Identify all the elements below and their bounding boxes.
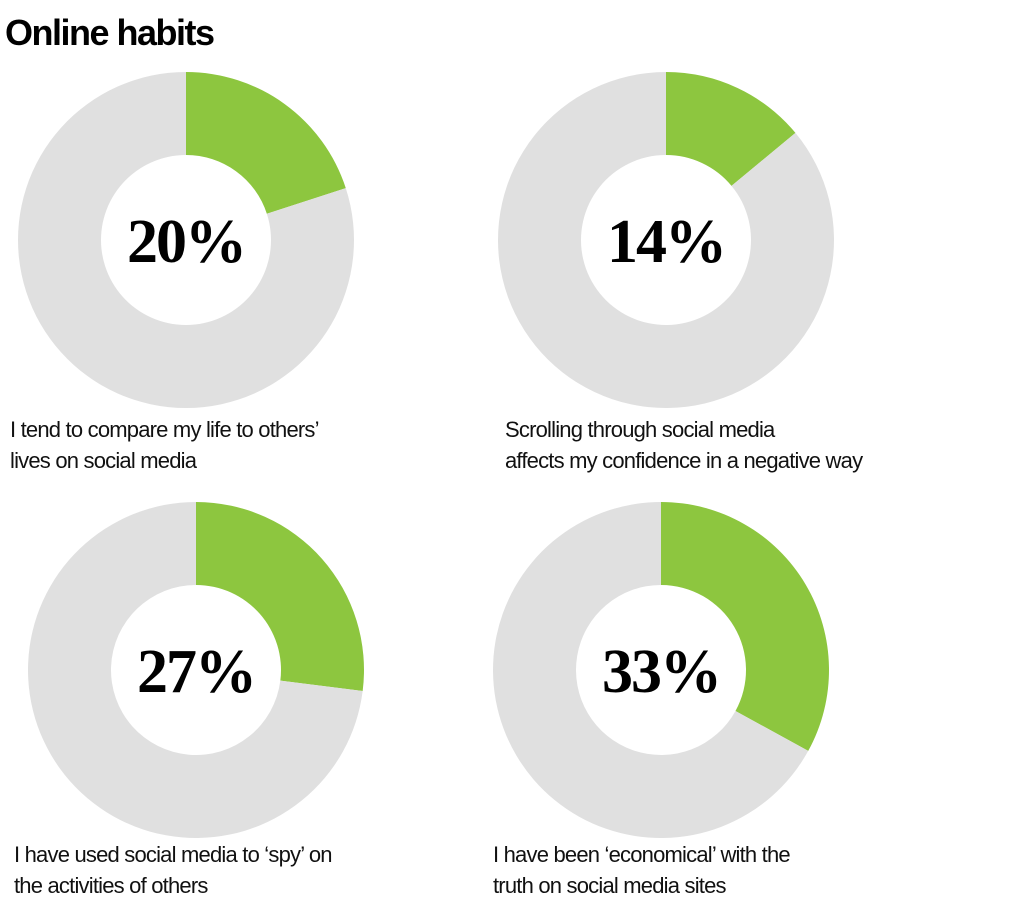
page-title: Online habits [5, 12, 214, 53]
caption: the activities of others [14, 873, 208, 898]
donut-segment [186, 72, 346, 214]
center-label: 20% [127, 208, 245, 276]
donut-segment [666, 72, 796, 186]
center-label: 33% [602, 638, 720, 706]
donut-segment [493, 502, 809, 838]
donut-segment [661, 502, 830, 751]
center-label: 27% [137, 638, 255, 706]
donut-segment [18, 72, 355, 408]
center-label: 14% [607, 208, 725, 276]
caption: I have used social media to ‘spy’ on [14, 842, 332, 867]
caption: Scrolling through social media [505, 417, 776, 442]
donut-segment [498, 72, 835, 408]
caption: truth on social media sites [493, 873, 727, 898]
donut-segment [196, 502, 364, 692]
caption: lives on social media [10, 448, 198, 473]
caption: I tend to compare my life to others’ [10, 417, 319, 442]
donut-segment [28, 502, 363, 839]
caption: I have been ‘economical’ with the [493, 842, 790, 867]
caption: affects my confidence in a negative way [505, 448, 863, 473]
